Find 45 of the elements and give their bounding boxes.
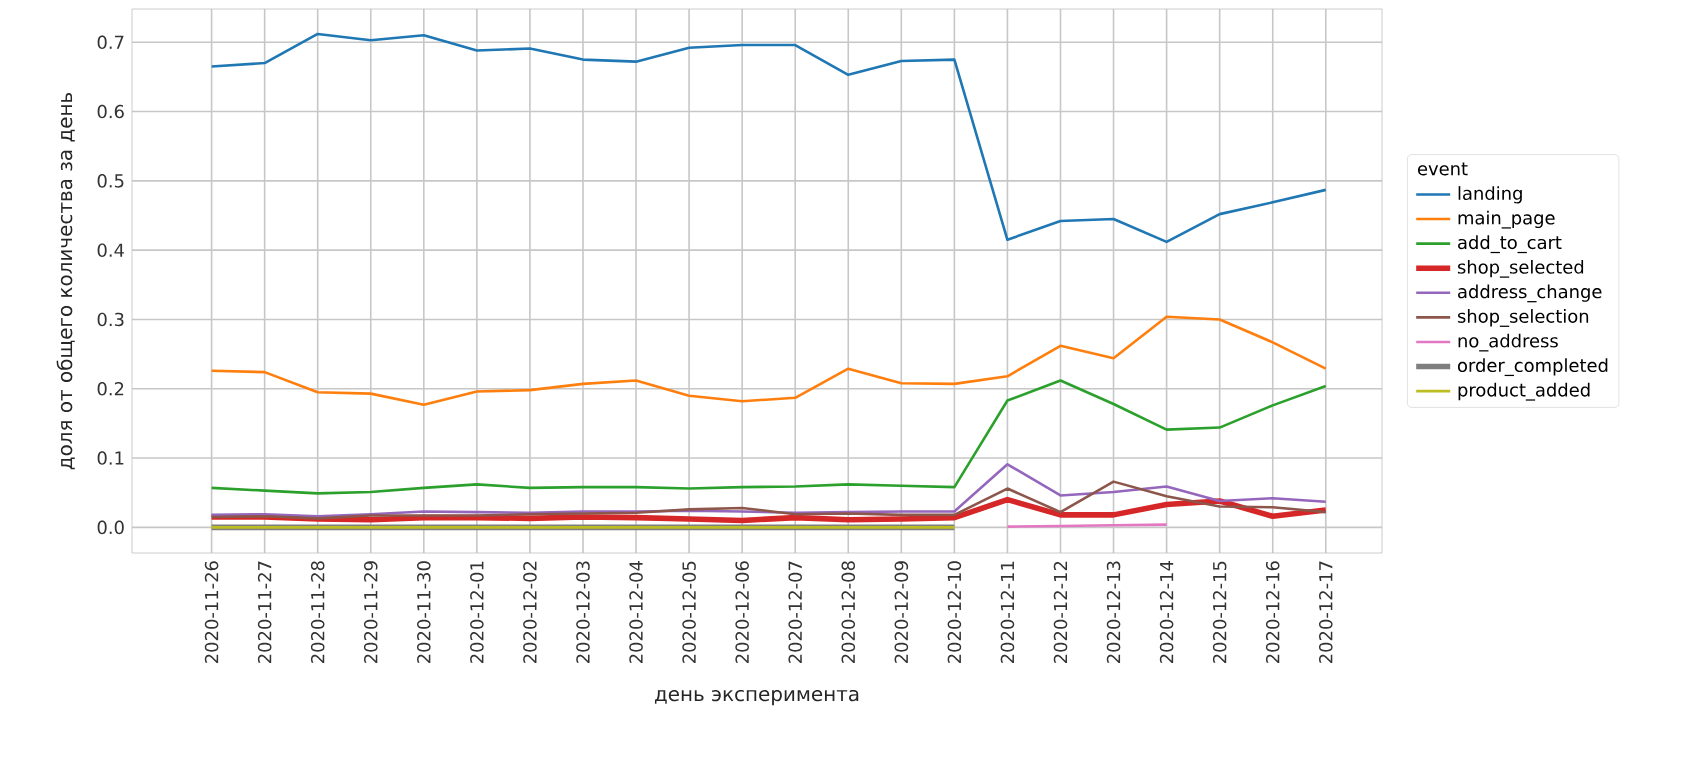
x-tick-label: 2020-12-05: [682, 561, 696, 663]
x-tick-label: 2020-12-13: [1106, 561, 1121, 663]
x-tick-label: 2020-11-27: [257, 561, 272, 663]
x-tick-label: 2020-11-26: [204, 561, 219, 663]
y-tick-label: 0.4: [97, 243, 124, 257]
x-tick-label: 2020-12-16: [1265, 561, 1280, 663]
legend-label: add_to_cart: [1458, 235, 1562, 254]
x-axis-title: день эксперимента: [655, 689, 859, 706]
y-tick-label: 0.0: [97, 520, 124, 535]
x-tick-label: 2020-11-29: [363, 561, 378, 663]
x-tick-label: 2020-12-17: [1318, 561, 1333, 663]
y-axis-title: доля от общего количества за день: [56, 92, 75, 470]
y-tick-label: 0.2: [97, 381, 124, 396]
legend-title: event: [1417, 162, 1468, 176]
y-tick-label: 0.6: [97, 104, 124, 119]
legend-label: product_added: [1458, 382, 1590, 401]
legend-label: shop_selection: [1457, 309, 1589, 327]
x-tick-label: 2020-12-08: [841, 561, 856, 663]
x-tick-label: 2020-12-10: [947, 561, 962, 663]
y-tick-label: 0.3: [97, 312, 124, 327]
line-series: [210, 315, 1328, 406]
x-tick-label: 2020-12-03: [576, 561, 590, 663]
legend-label: landing: [1458, 186, 1522, 204]
x-tick-label: 2020-12-02: [523, 561, 537, 663]
x-tick-label: 2020-12-15: [1212, 561, 1227, 663]
y-tick-label: 0.5: [97, 174, 124, 188]
x-tick-label: 2020-12-11: [1000, 561, 1015, 663]
x-tick-label: 2020-12-14: [1159, 561, 1174, 663]
x-tick-label: 2020-11-28: [310, 561, 325, 663]
x-tick-label: 2020-12-04: [629, 561, 643, 663]
line-series: [210, 379, 1328, 495]
legend-label: no_address: [1458, 333, 1558, 352]
x-tick-label: 2020-12-09: [894, 561, 909, 663]
legend-label: order_completed: [1457, 358, 1608, 377]
line-series: [210, 32, 1328, 244]
legend-label: main_page: [1458, 210, 1555, 229]
x-tick-label: 2020-12-06: [735, 561, 749, 663]
legend-label: shop_selected: [1457, 259, 1584, 278]
x-tick-label: 2020-12-07: [788, 561, 802, 663]
x-tick-label: 2020-12-01: [470, 561, 484, 663]
legend-label: address_change: [1458, 284, 1602, 303]
x-tick-label: 2020-11-30: [417, 561, 431, 663]
x-tick-label: 2020-12-12: [1053, 561, 1068, 663]
y-tick-label: 0.7: [97, 35, 124, 50]
y-tick-label: 0.1: [97, 451, 124, 465]
